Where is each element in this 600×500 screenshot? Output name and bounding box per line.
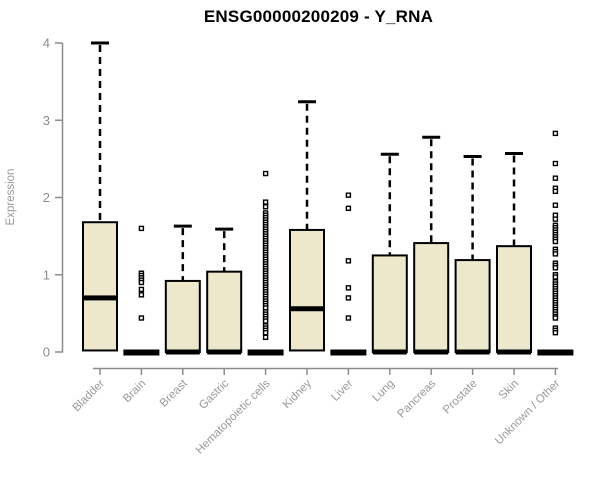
category-label-bladder: Bladder: [71, 378, 108, 415]
outlier-point-brain: [138, 225, 145, 232]
outlier-point-hematopoietic-cells: [262, 170, 269, 177]
category-label-prostate: Prostate: [441, 378, 480, 417]
median-skin: [497, 349, 531, 355]
category-label-pancreas: Pancreas: [395, 377, 438, 420]
outlier-point-brain: [138, 315, 145, 321]
category-label-lung: Lung: [370, 378, 397, 405]
category-label-skin: Skin: [497, 378, 521, 402]
outlier-point-liver: [345, 258, 352, 264]
chart-title: ENSG00000200209 - Y_RNA: [203, 7, 434, 26]
outlier-point-brain: [138, 286, 145, 293]
outlier-point-liver: [345, 285, 352, 291]
outlier-point-brain: [138, 292, 145, 298]
outlier-point-hematopoietic-cells: [262, 204, 269, 210]
median-kidney: [290, 306, 324, 312]
median-gastric: [207, 349, 242, 355]
outlier-point-unknown-other: [552, 188, 559, 195]
outlier-point-hematopoietic-cells: [262, 199, 269, 205]
box-bladder: [82, 221, 118, 352]
outlier-point-unknown-other: [552, 315, 559, 321]
median-pancreas: [414, 349, 449, 355]
outlier-point-hematopoietic-cells: [262, 329, 269, 336]
box-kidney: [289, 228, 325, 352]
y-tick-label-1: 1: [43, 267, 50, 282]
category-label-gastric: Gastric: [197, 377, 231, 411]
outlier-point-hematopoietic-cells: [262, 318, 269, 324]
category-label-brain: Brain: [121, 378, 148, 405]
category-label-liver: Liver: [329, 378, 355, 404]
outlier-point-unknown-other: [552, 160, 559, 167]
box-prostate: [454, 259, 491, 354]
box-lung: [371, 254, 408, 353]
box-breast: [164, 279, 201, 353]
collapsed-box-liver: [330, 349, 367, 356]
outlier-point-liver: [345, 205, 352, 212]
y-tick-label-0: 0: [43, 345, 50, 360]
outlier-point-unknown-other: [552, 202, 559, 208]
median-lung: [372, 349, 407, 355]
y-tick-label-2: 2: [43, 190, 50, 205]
collapsed-box-hematopoietic-cells: [247, 349, 284, 356]
outlier-point-hematopoietic-cells: [262, 334, 269, 341]
median-breast: [165, 349, 200, 355]
outlier-point-liver: [345, 315, 352, 321]
outlier-point-unknown-other: [552, 238, 559, 245]
category-label-breast: Breast: [158, 377, 191, 410]
collapsed-box-unknown-other: [537, 349, 574, 356]
outlier-point-unknown-other: [552, 251, 559, 257]
outlier-point-unknown-other: [552, 216, 559, 222]
box-skin: [496, 245, 532, 353]
category-label-kidney: Kidney: [281, 377, 315, 411]
y-tick-label-3: 3: [43, 113, 50, 128]
box-gastric: [206, 270, 243, 353]
outlier-point-unknown-other: [552, 130, 559, 137]
outlier-point-unknown-other: [552, 274, 559, 280]
median-bladder: [83, 295, 117, 301]
outlier-point-unknown-other: [552, 175, 559, 181]
box-pancreas: [413, 242, 450, 353]
y-axis-title: Expression: [5, 168, 17, 226]
median-prostate: [455, 349, 490, 355]
outlier-point-unknown-other: [552, 329, 559, 336]
collapsed-box-brain: [123, 349, 160, 356]
outlier-point-brain: [138, 279, 145, 286]
y-tick-label-4: 4: [43, 36, 50, 51]
category-label-hematopoietic-cells: Hematopoietic cells: [194, 377, 273, 456]
outlier-point-unknown-other: [552, 265, 559, 271]
outlier-point-liver: [345, 295, 352, 301]
outlier-point-liver: [345, 192, 352, 198]
